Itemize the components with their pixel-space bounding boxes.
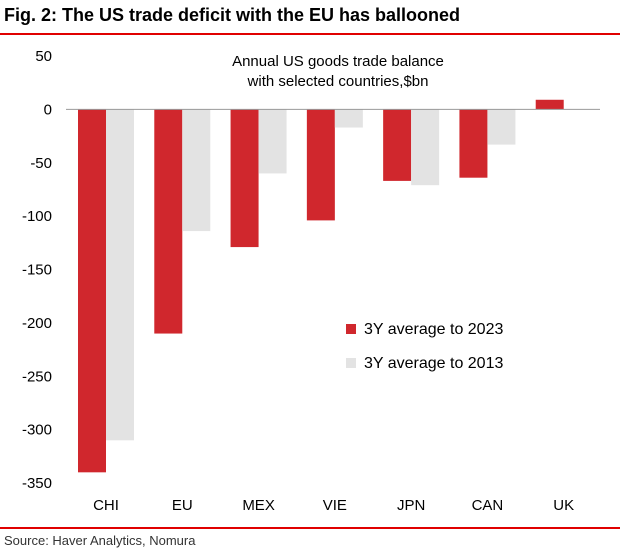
legend-swatch-series-2 bbox=[346, 358, 356, 368]
y-tick-label: -300 bbox=[22, 422, 52, 439]
bars-layer bbox=[78, 99, 564, 473]
bar-jpn-series-1 bbox=[383, 109, 412, 181]
bar-eu-series-1 bbox=[154, 109, 183, 334]
y-tick-label: -200 bbox=[22, 315, 52, 332]
title-rule bbox=[0, 33, 620, 35]
x-tick-label-chi: CHI bbox=[93, 497, 119, 514]
x-axis-ticks: CHI EU MEX VIE JPN CAN UK bbox=[93, 497, 574, 514]
bar-chart: 50 0 -50 -100 -150 -200 -250 -300 -350 CHI EU MEX V… bbox=[22, 48, 600, 514]
bar-vie-series-1 bbox=[306, 109, 335, 221]
legend-label-series-2: 3Y average to 2013 bbox=[364, 355, 503, 372]
source-rule bbox=[0, 527, 620, 529]
bar-eu-series-2 bbox=[182, 109, 211, 232]
x-tick-label-eu: EU bbox=[172, 497, 193, 514]
source-note: Source: Haver Analytics, Nomura bbox=[4, 533, 196, 548]
bar-mex-series-1 bbox=[230, 109, 259, 248]
y-axis-ticks: 50 0 -50 -100 -150 -200 -250 -300 -350 bbox=[22, 48, 52, 492]
bar-mex-series-2 bbox=[258, 109, 287, 174]
bar-can-series-2 bbox=[487, 109, 516, 145]
figure-title: Fig. 2: The US trade deficit with the EU… bbox=[4, 5, 461, 25]
x-tick-label-mex: MEX bbox=[242, 497, 275, 514]
x-tick-label-jpn: JPN bbox=[397, 497, 425, 514]
bar-chi-series-1 bbox=[78, 109, 106, 473]
x-tick-label-vie: VIE bbox=[323, 497, 347, 514]
bar-vie-series-2 bbox=[334, 109, 363, 128]
y-tick-label: -250 bbox=[22, 368, 52, 385]
y-tick-label: -150 bbox=[22, 262, 52, 279]
y-tick-label: -50 bbox=[30, 155, 52, 172]
bar-can-series-1 bbox=[459, 109, 488, 178]
y-tick-label: 0 bbox=[44, 101, 52, 118]
bar-chi-series-2 bbox=[106, 109, 134, 441]
chart-area: 50 0 -50 -100 -150 -200 -250 -300 -350 CHI EU MEX V… bbox=[0, 36, 620, 524]
legend-label-series-1: 3Y average to 2023 bbox=[364, 321, 503, 338]
x-tick-label-uk: UK bbox=[553, 497, 574, 514]
legend: 3Y average to 2023 3Y average to 2013 bbox=[346, 321, 503, 372]
y-tick-label: -100 bbox=[22, 208, 52, 225]
chart-subtitle: Annual US goods trade balance with selec… bbox=[232, 53, 444, 90]
x-tick-label-can: CAN bbox=[472, 497, 504, 514]
bar-uk-series-1 bbox=[535, 99, 564, 110]
chart-subtitle-line-2: with selected countries,$bn bbox=[247, 73, 429, 90]
bar-jpn-series-2 bbox=[411, 109, 440, 186]
y-tick-label: 50 bbox=[35, 48, 52, 65]
y-tick-label: -350 bbox=[22, 475, 52, 492]
legend-swatch-series-1 bbox=[346, 324, 356, 334]
chart-subtitle-line-1: Annual US goods trade balance bbox=[232, 53, 444, 70]
